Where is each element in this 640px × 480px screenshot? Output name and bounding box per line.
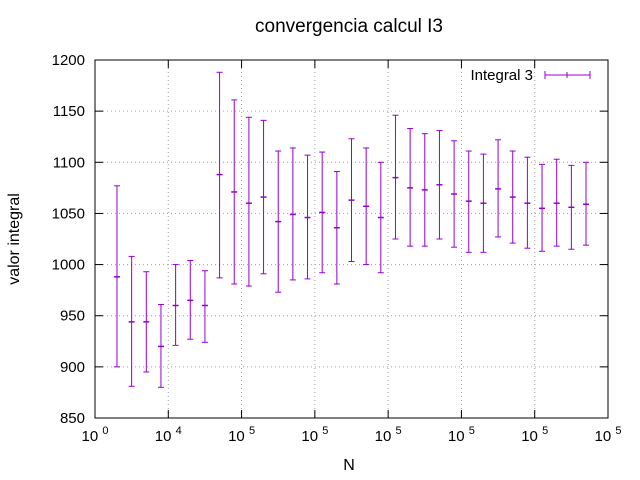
series-integral-3 bbox=[113, 71, 590, 388]
error-bar bbox=[524, 156, 531, 249]
error-bar bbox=[363, 147, 370, 266]
legend: Integral 3 bbox=[470, 67, 591, 84]
chart-title: convergencia calcul I3 bbox=[255, 16, 443, 37]
y-tick-label: 1150 bbox=[53, 103, 85, 120]
error-bar bbox=[275, 150, 282, 293]
error-bar bbox=[143, 271, 150, 373]
y-tick-label: 1000 bbox=[52, 257, 85, 274]
error-bar bbox=[289, 147, 296, 281]
x-tick-label: 10 5 bbox=[595, 425, 622, 445]
x-tick-label: 10 5 bbox=[228, 425, 255, 445]
error-bar bbox=[333, 170, 340, 285]
error-bar bbox=[187, 259, 194, 340]
legend-sample bbox=[544, 71, 591, 79]
error-bar bbox=[465, 150, 472, 253]
error-bar bbox=[245, 116, 252, 287]
y-tick-label: 850 bbox=[60, 410, 85, 427]
error-bar bbox=[201, 270, 208, 343]
y-tick-label: 950 bbox=[60, 308, 85, 325]
error-bar bbox=[495, 139, 502, 238]
error-bar bbox=[509, 150, 516, 244]
y-tick-label: 900 bbox=[60, 359, 85, 376]
error-bar bbox=[319, 151, 326, 274]
legend-label: Integral 3 bbox=[470, 67, 533, 84]
x-tick-label: 10 5 bbox=[301, 425, 328, 445]
x-tick-label: 10 5 bbox=[521, 425, 548, 445]
error-bar bbox=[436, 130, 443, 240]
error-bar bbox=[568, 164, 575, 250]
error-bar bbox=[128, 255, 135, 387]
plot-frame bbox=[94, 59, 609, 419]
error-bar bbox=[157, 303, 164, 388]
x-tick-label: 10 5 bbox=[448, 425, 475, 445]
x-tick-label: 10 5 bbox=[375, 425, 402, 445]
error-bar bbox=[377, 161, 384, 274]
error-bar bbox=[216, 71, 223, 279]
x-tick-label: 10 0 bbox=[82, 425, 109, 445]
error-bar bbox=[451, 140, 458, 248]
y-axis-label: valor integral bbox=[6, 193, 23, 285]
error-bar bbox=[348, 138, 355, 263]
x-axis-label: N bbox=[343, 457, 355, 474]
x-axis: 10 0 10 4 10 5 10 5 10 5 10 5 10 5 10 5 bbox=[82, 60, 622, 445]
error-bar bbox=[231, 99, 238, 285]
error-bar bbox=[407, 128, 414, 247]
error-bar bbox=[260, 119, 267, 275]
y-axis: 850 900 950 1000 1050 1100 1150 1200 bbox=[52, 52, 608, 427]
error-bar bbox=[304, 154, 311, 280]
error-bar bbox=[113, 185, 120, 368]
error-bar bbox=[539, 163, 546, 252]
error-bar bbox=[480, 153, 487, 253]
x-tick-label: 10 4 bbox=[155, 425, 182, 445]
error-bar bbox=[392, 114, 399, 240]
error-bar bbox=[553, 158, 560, 247]
error-bar bbox=[421, 133, 428, 247]
y-tick-label: 1100 bbox=[53, 154, 85, 171]
error-bar bbox=[172, 264, 179, 346]
y-tick-label: 1050 bbox=[52, 205, 85, 222]
error-bar bbox=[583, 161, 590, 246]
y-tick-label: 1200 bbox=[52, 52, 85, 69]
